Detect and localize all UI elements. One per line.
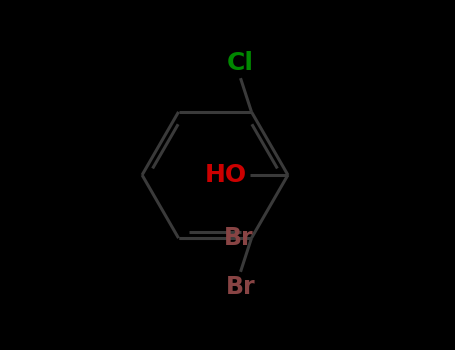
Text: HO: HO: [205, 163, 247, 187]
Text: Br: Br: [223, 226, 253, 250]
Text: Br: Br: [226, 275, 255, 299]
Text: Cl: Cl: [227, 51, 254, 75]
